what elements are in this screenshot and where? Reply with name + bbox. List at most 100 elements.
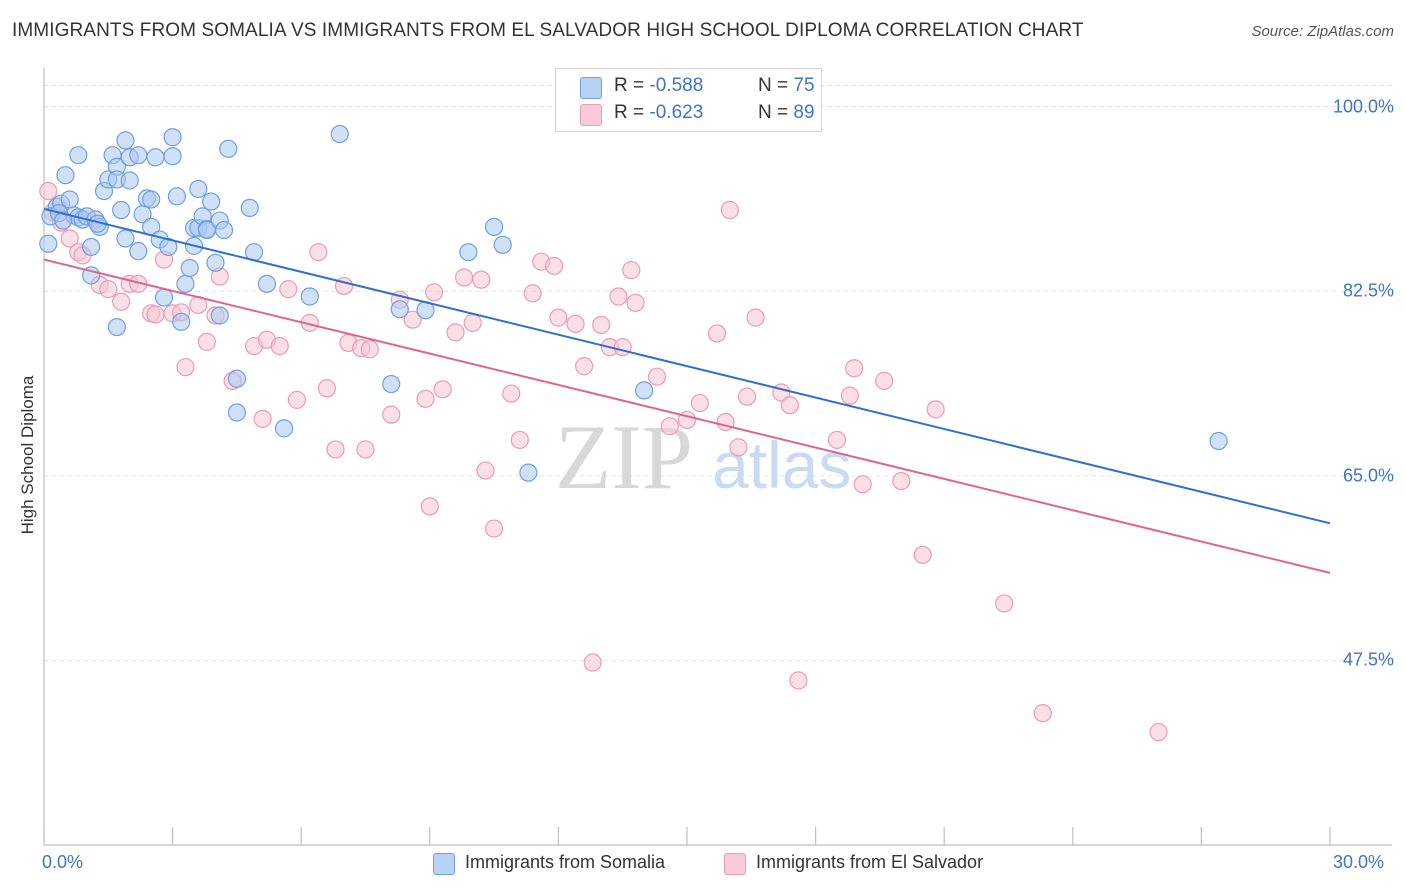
- somalia-point: [635, 381, 654, 400]
- somalia-point: [154, 288, 174, 307]
- elsalvador-point: [360, 340, 379, 359]
- somalia-point: [227, 369, 246, 388]
- legend-r-value: -0.588: [649, 75, 704, 96]
- elsalvador-point: [60, 229, 79, 248]
- somalia-point: [210, 306, 229, 325]
- somalia-points: [39, 124, 1228, 482]
- elsalvador-point: [566, 314, 585, 334]
- legend-swatch-elsalvador: [580, 104, 602, 126]
- elsalvador-point: [485, 519, 504, 538]
- somalia-point: [219, 139, 238, 158]
- elsalvador-point: [575, 357, 594, 376]
- somalia-point: [1209, 431, 1228, 451]
- elsalvador-point: [454, 268, 474, 287]
- elsalvador-point: [112, 292, 131, 311]
- elsalvador-point: [39, 181, 58, 201]
- elsalvador-point: [592, 315, 611, 335]
- elsalvador-point: [875, 371, 894, 390]
- elsalvador-point: [523, 284, 542, 303]
- somalia-point: [330, 124, 349, 144]
- y-tick-label: 65.0%: [1342, 465, 1394, 486]
- elsalvador-point: [420, 497, 439, 516]
- somalia-point: [202, 192, 221, 211]
- elsalvador-point: [510, 430, 529, 450]
- elsalvador-point: [549, 308, 568, 327]
- somalia-point: [300, 287, 319, 306]
- somalia-point: [180, 258, 199, 278]
- elsalvador-point: [545, 256, 564, 276]
- elsalvador-point: [403, 310, 422, 329]
- somalia-point: [146, 148, 165, 167]
- somalia-point: [163, 147, 182, 166]
- somalia-point: [240, 198, 259, 218]
- elsalvador-point: [382, 405, 401, 424]
- somalia-point: [382, 374, 401, 394]
- somalia-point: [116, 229, 135, 248]
- elsalvador-trend-line: [43, 258, 1331, 574]
- legend-n-value: 89: [793, 102, 815, 123]
- somalia-point: [163, 128, 182, 147]
- bottom-legend-swatch-elsalvador: [724, 853, 746, 875]
- elsalvador-point: [1033, 704, 1052, 723]
- elsalvador-point: [827, 430, 847, 450]
- elsalvador-point: [626, 293, 645, 312]
- elsalvador-point: [995, 594, 1014, 613]
- elsalvador-point: [176, 358, 195, 377]
- elsalvador-point: [433, 380, 452, 399]
- elsalvador-point: [926, 400, 945, 419]
- x-tick-max: 30.0%: [1333, 852, 1385, 872]
- somalia-point: [172, 312, 191, 331]
- elsalvador-point: [326, 440, 345, 459]
- legend: R = -0.588 N = 75 R = -0.623 N = 89: [555, 68, 822, 132]
- somalia-trend-line: [43, 207, 1331, 525]
- somalia-point: [129, 146, 148, 165]
- elsalvador-point: [317, 379, 337, 398]
- bottom-legend-label-elsalvador: Immigrants from El Salvador: [756, 852, 984, 872]
- elsalvador-point: [613, 338, 632, 357]
- elsalvador-point: [287, 390, 307, 409]
- elsalvador-point: [789, 671, 808, 690]
- elsalvador-point: [270, 336, 289, 356]
- elsalvador-point: [424, 283, 444, 302]
- legend-n-label: N =: [758, 102, 789, 123]
- legend-r-label: R =: [614, 102, 645, 123]
- somalia-point: [519, 463, 538, 482]
- somalia-point: [82, 237, 101, 257]
- elsalvador-point: [660, 417, 679, 436]
- somalia-point: [206, 253, 225, 272]
- elsalvador-point: [472, 270, 491, 289]
- elsalvador-point: [913, 545, 932, 565]
- elsalvador-point: [609, 287, 628, 306]
- elsalvador-point: [356, 440, 375, 459]
- y-axis-label: High School Diploma: [18, 375, 37, 535]
- elsalvador-point: [146, 305, 165, 324]
- elsalvador-point: [476, 461, 495, 480]
- y-tick-label: 82.5%: [1342, 280, 1394, 301]
- somalia-point: [390, 300, 409, 319]
- somalia-point: [107, 317, 126, 337]
- legend-n-label: N =: [758, 75, 789, 96]
- elsalvador-point: [253, 409, 272, 428]
- somalia-point: [167, 187, 186, 206]
- elsalvador-point: [1149, 723, 1168, 742]
- bottom-legend-label-somalia: Immigrants from Somalia: [465, 852, 666, 872]
- legend-r-value: -0.623: [649, 102, 704, 123]
- somalia-point: [485, 217, 504, 236]
- somalia-point: [227, 403, 246, 422]
- somalia-point: [176, 274, 195, 293]
- somalia-point: [459, 243, 478, 262]
- elsalvador-point: [622, 261, 641, 280]
- somalia-point: [112, 200, 131, 220]
- elsalvador-point: [720, 200, 739, 220]
- somalia-point: [214, 220, 234, 240]
- legend-n-value: 75: [793, 75, 815, 96]
- elsalvador-point: [845, 359, 864, 378]
- elsalvador-point: [853, 475, 872, 494]
- elsalvador-point: [707, 324, 727, 343]
- elsalvador-point: [463, 313, 482, 332]
- elsalvador-point: [746, 308, 765, 327]
- somalia-point: [493, 235, 512, 254]
- elsalvador-point: [309, 243, 328, 262]
- elsalvador-point: [99, 280, 118, 299]
